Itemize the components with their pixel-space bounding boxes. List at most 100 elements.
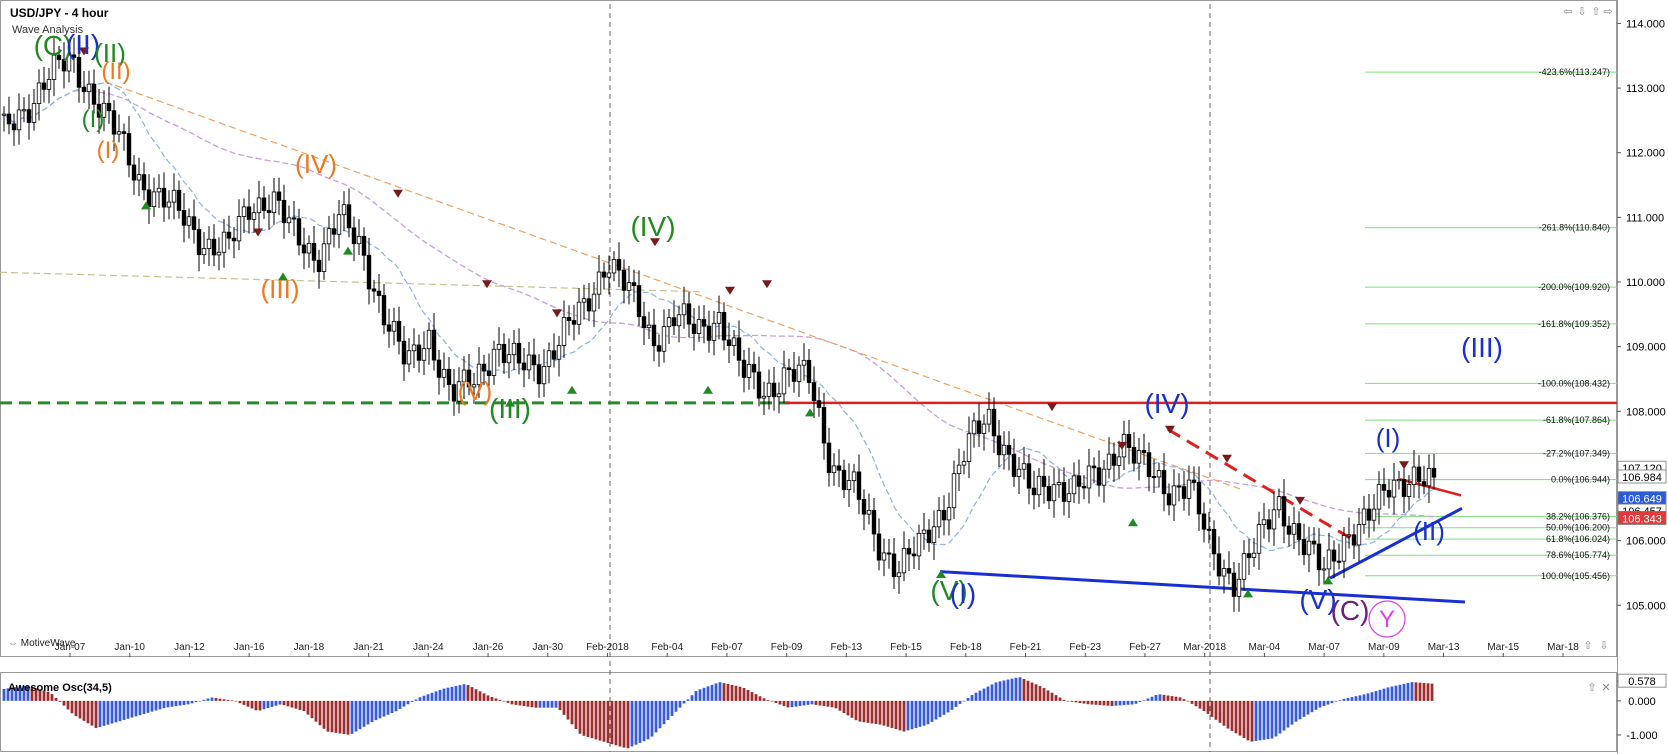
candle-body xyxy=(616,259,622,271)
osc-bar xyxy=(758,696,762,701)
y-tick-label-3: 111.000 xyxy=(1626,212,1664,224)
candle xyxy=(606,255,612,295)
zoom-down-icon[interactable]: ⇩ xyxy=(1599,640,1608,652)
candle xyxy=(1386,479,1392,509)
candle-body xyxy=(1296,523,1302,540)
candle-body xyxy=(611,259,617,274)
x-tick-label-3: Jan-16 xyxy=(234,642,265,653)
candle-body xyxy=(1176,485,1182,488)
osc-expand-icon[interactable]: ⇧ xyxy=(1587,682,1596,694)
candle xyxy=(911,536,917,570)
candle-body xyxy=(1316,543,1322,571)
double-down-icon[interactable]: ⇩ xyxy=(1577,6,1586,18)
x-tick-label-0: Jan-07 xyxy=(55,642,86,653)
candle-body xyxy=(751,364,757,373)
zoom-up-icon[interactable]: ⇧ xyxy=(1583,640,1592,652)
candle xyxy=(1346,517,1352,549)
candle-body xyxy=(311,242,317,261)
candle-body xyxy=(396,320,402,342)
osc-bar xyxy=(1250,700,1254,742)
candle-body xyxy=(516,342,522,364)
osc-bar xyxy=(486,695,490,701)
osc-bar xyxy=(1122,700,1126,706)
candle xyxy=(501,333,507,375)
candle-body xyxy=(921,529,927,534)
osc-bar xyxy=(1222,700,1226,726)
candle xyxy=(1251,537,1257,567)
candle xyxy=(391,307,397,346)
candle-body xyxy=(681,303,687,316)
osc-bar xyxy=(1234,700,1238,734)
candle xyxy=(1066,478,1072,518)
candle xyxy=(1001,431,1007,470)
candle xyxy=(931,510,937,560)
candle-body xyxy=(836,465,842,471)
candle-body xyxy=(381,295,387,326)
candle xyxy=(1326,533,1332,582)
double-up-icon[interactable]: ⇧ xyxy=(1591,6,1600,18)
osc-bar xyxy=(606,700,610,743)
candle-body xyxy=(596,271,602,295)
osc-bar xyxy=(1310,700,1314,713)
candle xyxy=(716,295,722,340)
osc-bar xyxy=(162,700,166,709)
pivot-low-marker xyxy=(567,385,577,394)
fib-label-3: -161.8%(109.352) xyxy=(1538,319,1610,329)
osc-bar xyxy=(654,700,658,733)
osc-bar xyxy=(302,700,306,712)
osc-bar xyxy=(1286,700,1290,728)
osc-bar xyxy=(1290,700,1294,725)
osc-bar xyxy=(490,696,494,701)
candle-body xyxy=(1041,475,1047,487)
osc-bar xyxy=(50,694,54,701)
candle-body xyxy=(1156,470,1162,478)
candle xyxy=(1046,475,1052,509)
candle-body xyxy=(1031,487,1037,496)
osc-bar xyxy=(94,700,98,728)
osc-bar xyxy=(890,700,894,728)
osc-bar xyxy=(430,692,434,701)
osc-bar xyxy=(106,700,110,725)
candle-body xyxy=(496,343,502,350)
candle xyxy=(1196,466,1202,531)
osc-close-icon[interactable]: ✕ xyxy=(1601,682,1610,694)
y-tick-label-6: 108.000 xyxy=(1626,406,1666,418)
candle xyxy=(521,347,527,388)
candle-body xyxy=(1301,539,1307,556)
candle xyxy=(676,305,682,343)
osc-bar xyxy=(538,700,542,708)
candle-body xyxy=(1351,534,1357,546)
fib-label-2: -200.0%(109.920) xyxy=(1538,282,1610,292)
osc-bar xyxy=(258,700,262,711)
candle-body xyxy=(226,231,232,239)
x-tick-label-16: Feb-21 xyxy=(1010,642,1042,653)
arrow-right-icon[interactable]: ⇨ xyxy=(1603,6,1612,18)
osc-bar xyxy=(1318,700,1322,708)
osc-bar xyxy=(706,686,710,701)
osc-bar xyxy=(990,684,994,701)
osc-bar xyxy=(534,700,538,708)
fib-label-10: 61.8%(106.024) xyxy=(1546,534,1610,544)
candle xyxy=(1401,462,1407,514)
candle xyxy=(176,180,182,219)
osc-bar xyxy=(1322,700,1326,707)
candle xyxy=(731,329,737,356)
candle xyxy=(1421,465,1427,495)
candle-body xyxy=(571,320,577,325)
candle xyxy=(111,100,117,152)
wave-label-14: (V) xyxy=(1299,584,1336,615)
candle-body xyxy=(771,382,777,398)
candle-body xyxy=(711,322,717,341)
candle xyxy=(1171,469,1177,522)
candle-body xyxy=(1266,519,1272,530)
candle xyxy=(106,86,112,124)
candle-body xyxy=(976,420,982,434)
candle xyxy=(96,89,102,134)
osc-bar xyxy=(278,700,282,705)
arrow-left-icon[interactable]: ⇦ xyxy=(1563,6,1572,18)
candle-body xyxy=(1326,549,1332,570)
x-tick-label-20: Mar-04 xyxy=(1249,642,1281,653)
candle-body xyxy=(211,238,217,256)
candle-body xyxy=(986,408,992,425)
